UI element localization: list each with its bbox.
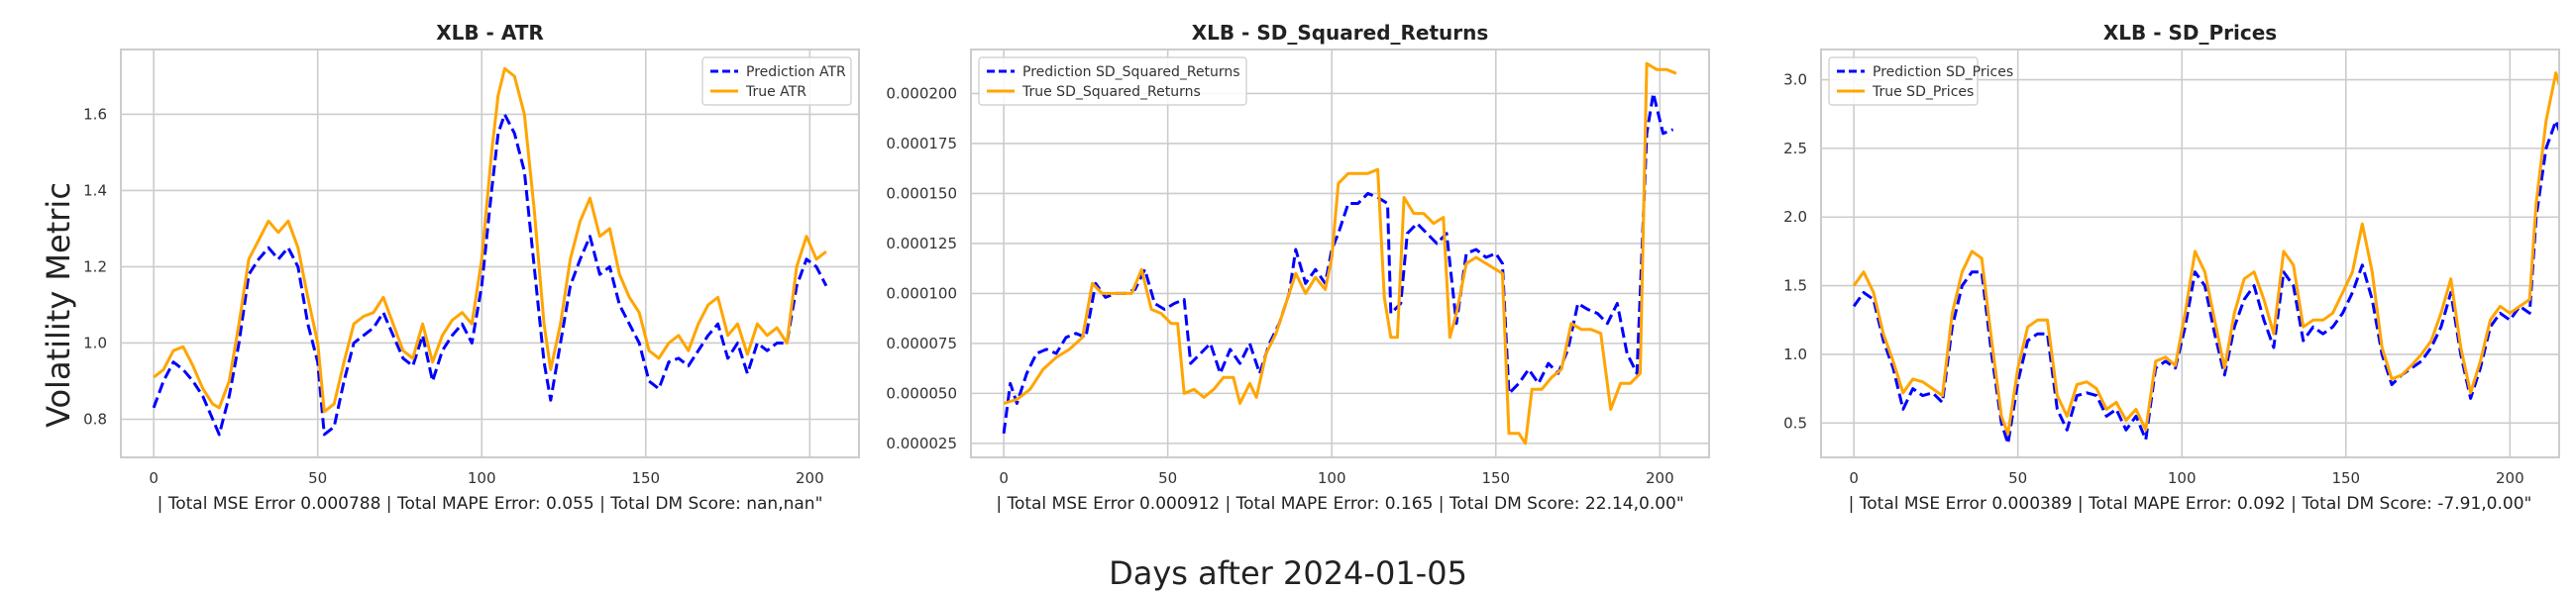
series-line-prediction bbox=[1852, 119, 2559, 446]
y-tick-label: 1.4 bbox=[83, 181, 107, 199]
legend-entry: Prediction SD_Squared_Returns bbox=[1022, 64, 1240, 80]
x-tick-label: 100 bbox=[1318, 469, 1346, 487]
x-tick-label: 200 bbox=[796, 469, 824, 487]
legend-entry: True ATR bbox=[745, 84, 806, 100]
y-tick-label: 0.000175 bbox=[886, 135, 957, 152]
series-line-true bbox=[1852, 71, 2559, 436]
x-tick-label: 150 bbox=[2331, 469, 2360, 487]
y-tick-label: 0.000200 bbox=[886, 84, 957, 102]
y-tick-label: 1.2 bbox=[83, 257, 107, 275]
y-tick-label: 2.0 bbox=[1783, 208, 1807, 226]
chart-sd-prices: 0 50 100 150 200 0.5 1.0 1.5 2.0 2.5 3.0 XLB - SD_P… bbox=[1783, 21, 2560, 514]
legend: Prediction ATR True ATR bbox=[701, 56, 852, 106]
legend: Prediction SD_Prices True SD_Prices bbox=[1828, 56, 2013, 106]
x-tick-label: 0 bbox=[999, 469, 1009, 487]
x-tick-label: 50 bbox=[308, 469, 327, 487]
y-tick-label: 0.000150 bbox=[886, 184, 957, 202]
chart-x-axis-label: | Total MSE Error 0.000788 | Total MAPE … bbox=[158, 494, 823, 514]
x-tick-label: 0 bbox=[1849, 469, 1859, 487]
plot-frame bbox=[120, 49, 860, 458]
series-lines bbox=[1852, 71, 2559, 446]
legend-box bbox=[1828, 56, 1979, 106]
y-tick-label: 2.5 bbox=[1783, 140, 1807, 157]
legend-entry: True SD_Squared_Returns bbox=[1021, 84, 1201, 100]
series-line-true bbox=[153, 66, 827, 414]
x-tick-label: 200 bbox=[2496, 469, 2524, 487]
legend-box bbox=[978, 56, 1247, 106]
chart-title: XLB - SD_Squared_Returns bbox=[1192, 21, 1489, 45]
legend: Prediction SD_Squared_Returns True SD_Squ… bbox=[978, 56, 1247, 106]
plot-frame bbox=[1820, 49, 2560, 458]
figure-y-axis-label: Volatility Metric bbox=[40, 182, 77, 428]
x-tick-label: 200 bbox=[1646, 469, 1674, 487]
x-tick-label: 50 bbox=[2008, 469, 2027, 487]
plot-area bbox=[971, 50, 1709, 457]
y-tick-label: 0.8 bbox=[83, 410, 107, 428]
x-tick-label: 0 bbox=[149, 469, 159, 487]
series-line-true bbox=[1003, 61, 1677, 446]
y-tick-label: 0.000100 bbox=[886, 284, 957, 302]
y-tick-label: 1.0 bbox=[83, 334, 107, 351]
x-tick-label: 100 bbox=[468, 469, 496, 487]
legend-entry: True SD_Prices bbox=[1872, 84, 1974, 100]
y-tick-label: 0.000050 bbox=[886, 384, 957, 402]
figure-x-axis-label: Days after 2024-01-05 bbox=[1109, 554, 1467, 592]
chart-title: XLB - SD_Prices bbox=[2103, 21, 2277, 45]
chart-title: XLB - ATR bbox=[436, 21, 544, 45]
x-tick-label: 100 bbox=[2168, 469, 2197, 487]
y-tick-label: 0.000075 bbox=[886, 335, 957, 352]
x-tick-label: 150 bbox=[631, 469, 660, 487]
series-line-prediction bbox=[152, 113, 828, 437]
x-tick-label: 150 bbox=[1481, 469, 1510, 487]
series-lines bbox=[152, 66, 828, 437]
y-tick-label: 1.5 bbox=[1783, 277, 1807, 295]
y-tick-label: 0.000125 bbox=[886, 235, 957, 252]
y-tick-label: 0.000025 bbox=[886, 435, 957, 452]
chart-x-axis-label: | Total MSE Error 0.000912 | Total MAPE … bbox=[996, 494, 1683, 514]
y-tick-label: 0.5 bbox=[1783, 414, 1807, 432]
y-tick-label: 1.6 bbox=[83, 105, 107, 123]
legend-entry: Prediction SD_Prices bbox=[1873, 64, 2013, 80]
series-lines bbox=[1002, 61, 1677, 446]
chart-x-axis-label: | Total MSE Error 0.000389 | Total MAPE … bbox=[1849, 494, 2532, 514]
y-tick-label: 1.0 bbox=[1783, 346, 1807, 363]
x-tick-label: 50 bbox=[1158, 469, 1177, 487]
y-tick-label: 3.0 bbox=[1783, 71, 1807, 89]
legend-entry: Prediction ATR bbox=[746, 64, 846, 80]
plot-area bbox=[121, 50, 859, 457]
legend-box bbox=[701, 56, 852, 106]
plot-area bbox=[1821, 50, 2559, 457]
chart-sd-squared-returns: 0 50 100 150 200 0.000025 0.000050 0.000075 0.00… bbox=[886, 21, 1710, 514]
chart-atr: 0 50 100 150 200 0.8 1.0 1.2 1.4 1.6 XLB - ATR | To… bbox=[83, 21, 860, 514]
plot-frame bbox=[970, 49, 1710, 458]
